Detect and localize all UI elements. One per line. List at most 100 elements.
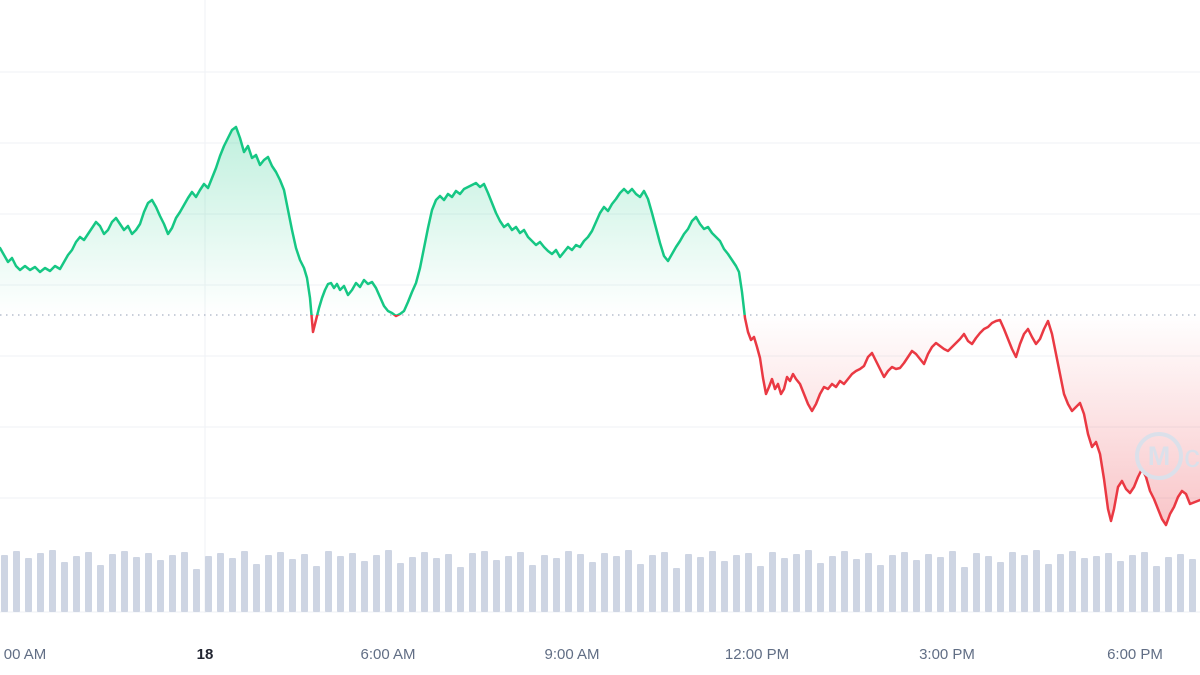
volume-bar	[1093, 556, 1100, 612]
volume-bar	[565, 551, 572, 612]
volume-bar	[1189, 559, 1196, 612]
volume-bar	[181, 552, 188, 612]
price-area-down	[0, 315, 1200, 525]
volume-bar	[1009, 552, 1016, 612]
volume-bar	[373, 555, 380, 612]
volume-bar	[1021, 555, 1028, 612]
volume-bar	[793, 554, 800, 612]
volume-bar	[637, 564, 644, 612]
volume-bar	[769, 552, 776, 612]
volume-bar	[1, 555, 8, 612]
volume-bar	[337, 556, 344, 612]
volume-bar	[553, 558, 560, 612]
volume-bar	[1153, 566, 1160, 612]
volume-bar	[1033, 550, 1040, 612]
volume-bar	[313, 566, 320, 612]
x-axis-label-18: 18	[196, 646, 214, 663]
volume-bar	[433, 558, 440, 612]
volume-bar	[469, 553, 476, 612]
volume-bar	[721, 561, 728, 612]
volume-bar	[13, 551, 20, 612]
x-axis-label-00-am: 00 AM	[3, 646, 47, 663]
volume-bar	[913, 560, 920, 612]
volume-bar	[253, 564, 260, 612]
volume-bar	[25, 558, 32, 612]
x-axis-label-12-00-pm: 12:00 PM	[724, 646, 790, 663]
volume-bar	[529, 565, 536, 612]
volume-bar	[901, 552, 908, 612]
volume-bar	[661, 552, 668, 612]
volume-bar	[673, 568, 680, 612]
volume-bar	[601, 553, 608, 612]
volume-bar	[937, 557, 944, 612]
x-axis-label-6-00-pm: 6:00 PM	[1107, 646, 1163, 663]
volume-bar	[1045, 564, 1052, 612]
volume-bar	[157, 560, 164, 612]
volume-bar	[649, 555, 656, 612]
volume-bar	[61, 562, 68, 612]
volume-bar	[517, 552, 524, 612]
volume-bar	[409, 557, 416, 612]
watermark-logo-circle-icon	[1135, 432, 1183, 480]
volume-bar	[1177, 554, 1184, 612]
volume-bar	[121, 551, 128, 612]
volume-bars	[1, 550, 1196, 612]
x-axis-label-9-00-am: 9:00 AM	[544, 646, 600, 663]
price-area-up	[0, 127, 1200, 315]
volume-bar	[193, 569, 200, 612]
watermark-partial-text: c	[1184, 438, 1200, 474]
volume-bar	[781, 558, 788, 612]
volume-bar	[481, 551, 488, 612]
watermark-logo-m-icon: M	[1148, 441, 1171, 471]
volume-bar	[841, 551, 848, 612]
volume-bar	[1057, 554, 1064, 612]
volume-bar	[229, 558, 236, 612]
volume-bar	[697, 557, 704, 612]
volume-bar	[277, 552, 284, 612]
volume-bar	[709, 551, 716, 612]
volume-bar	[457, 567, 464, 612]
volume-bar	[1069, 551, 1076, 612]
volume-bar	[877, 565, 884, 612]
volume-bar	[1129, 555, 1136, 612]
volume-bar	[289, 559, 296, 612]
volume-bar	[133, 557, 140, 612]
volume-bar	[973, 553, 980, 612]
volume-bar	[757, 566, 764, 612]
volume-bar	[73, 556, 80, 612]
volume-bar	[421, 552, 428, 612]
volume-bar	[385, 550, 392, 612]
volume-bar	[589, 562, 596, 612]
volume-bar	[1141, 552, 1148, 612]
volume-bar	[745, 553, 752, 612]
volume-bar	[265, 555, 272, 612]
volume-bar	[145, 553, 152, 612]
volume-bar	[37, 553, 44, 612]
price-line-down	[310, 315, 1200, 527]
volume-bar	[97, 565, 104, 612]
volume-bar	[541, 555, 548, 612]
volume-bar	[613, 556, 620, 612]
volume-bar	[853, 559, 860, 612]
volume-bar	[217, 553, 224, 612]
x-axis: 00 AM 18 6:00 AM 9:00 AM 12:00 PM 3:00 PM 6:00…	[0, 645, 1200, 669]
volume-bar	[829, 556, 836, 612]
volume-bar	[241, 551, 248, 612]
coinmarketcap-watermark: M c	[1135, 432, 1200, 480]
volume-bar	[301, 554, 308, 612]
volume-bar	[685, 554, 692, 612]
volume-bar	[865, 553, 872, 612]
volume-bar	[949, 551, 956, 612]
volume-bar	[985, 556, 992, 612]
volume-bar	[805, 550, 812, 612]
volume-bar	[349, 553, 356, 612]
volume-bar	[889, 555, 896, 612]
volume-bar	[577, 554, 584, 612]
x-axis-label-3-00-pm: 3:00 PM	[919, 646, 975, 663]
x-axis-label-6-00-am: 6:00 AM	[360, 646, 416, 663]
volume-bar	[1165, 557, 1172, 612]
volume-bar	[325, 551, 332, 612]
volume-bar	[625, 550, 632, 612]
